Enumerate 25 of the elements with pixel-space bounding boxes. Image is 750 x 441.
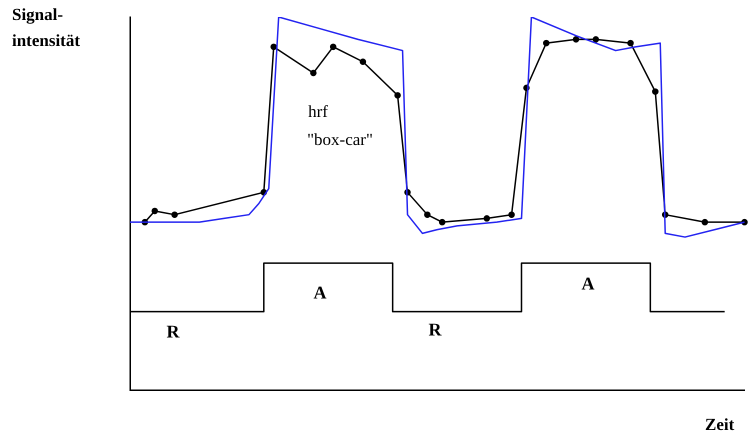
annotation: A [314, 282, 326, 304]
point [394, 92, 401, 99]
point [171, 211, 178, 218]
point [270, 44, 277, 50]
point [592, 36, 600, 43]
point [360, 58, 366, 66]
point [543, 40, 550, 46]
annotation: R [166, 322, 180, 342]
point [627, 40, 634, 46]
x-axis-title: Zeit [705, 414, 734, 436]
annotation: "box-car" [307, 130, 373, 150]
point [508, 211, 515, 218]
annotation: hrf [308, 102, 328, 122]
point [438, 218, 446, 226]
annotation: A [582, 274, 594, 294]
y-axis-title: Signal- intensität [12, 4, 80, 52]
point [702, 218, 708, 226]
point [484, 215, 490, 222]
point [424, 211, 431, 218]
point [572, 36, 580, 43]
point [152, 208, 158, 214]
point [652, 88, 659, 95]
annotation: R [428, 320, 442, 340]
point [310, 70, 317, 76]
point [330, 44, 336, 50]
